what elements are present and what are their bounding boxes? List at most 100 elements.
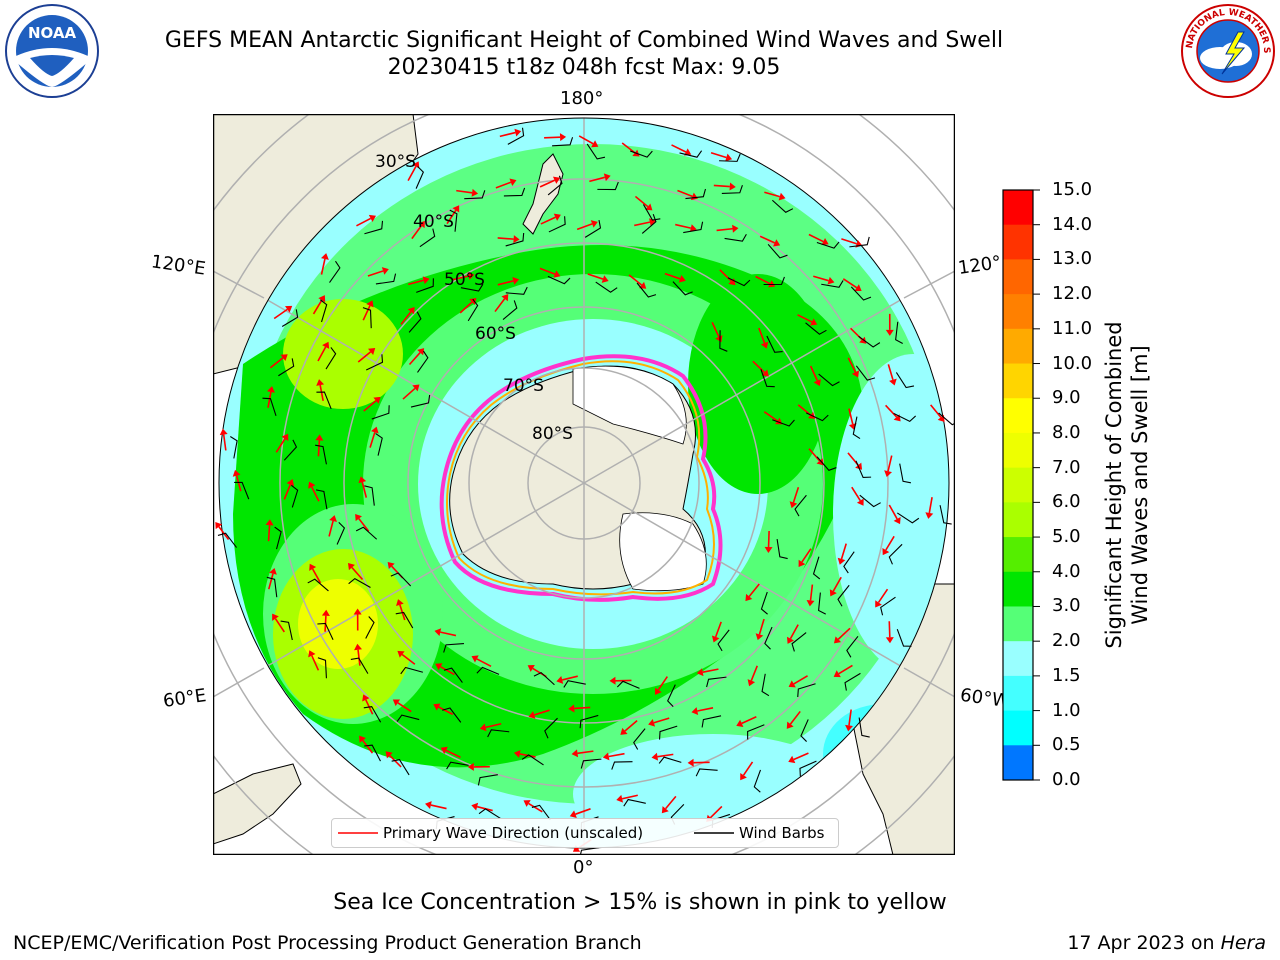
- wind-barb: [217, 532, 238, 548]
- wave-arrow-head: [893, 516, 901, 525]
- lat-label-40s: 40°S: [413, 212, 454, 232]
- wave-arrow-shaft: [797, 314, 813, 323]
- wave-arrow-head: [280, 354, 288, 362]
- wind-barb: [595, 281, 618, 293]
- colorbar-tick-label: 11.0: [1052, 317, 1093, 339]
- wave-arrow-head: [329, 515, 337, 522]
- wind-barb: [721, 185, 743, 194]
- wave-arrow-head: [353, 608, 362, 615]
- wave-arrow-shaft: [283, 484, 292, 500]
- wind-barb: [443, 642, 464, 653]
- wind-barb: [794, 494, 807, 517]
- wind-barb: [658, 756, 682, 764]
- wave-arrow-head: [829, 589, 837, 597]
- wave-arrow-head: [321, 253, 329, 260]
- wave-arrow-shaft: [235, 475, 242, 492]
- wave-arrow-head: [265, 519, 274, 526]
- wind-barb: [449, 209, 458, 232]
- wave-arrow-head: [691, 707, 699, 715]
- wind-barb: [502, 300, 518, 320]
- colorbar-segment: [1003, 641, 1033, 677]
- wave-arrow-shaft: [797, 404, 812, 416]
- wave-arrow-shaft: [759, 235, 776, 244]
- wave-arrow-head: [821, 237, 829, 246]
- wind-barb: [320, 299, 328, 323]
- ross-ice-shelf: [572, 365, 687, 445]
- wind-barb: [467, 298, 479, 322]
- wave-arrow-shaft: [476, 805, 493, 812]
- wave-arrow-shaft: [362, 739, 374, 754]
- footer-host: Hera: [1220, 932, 1266, 954]
- wave-arrow-shaft: [540, 216, 556, 225]
- wave-arrow-shaft: [793, 752, 809, 761]
- wind-barb: [800, 719, 809, 742]
- colorbar-tick-label: 1.0: [1052, 699, 1081, 721]
- wave-arrow-shaft: [764, 191, 780, 198]
- wave-arrow-head: [732, 224, 739, 233]
- africa-land: [213, 763, 302, 845]
- wind-barb: [487, 729, 510, 738]
- wave-arrow-head: [569, 810, 577, 818]
- colorbar-segment: [1003, 224, 1033, 260]
- wind-barb: [586, 143, 606, 160]
- wind-barb: [816, 456, 837, 471]
- wave-arrow-shaft: [671, 144, 687, 153]
- wind-barb: [939, 505, 952, 525]
- wind-barb: [363, 706, 382, 723]
- wave-arrow-head: [308, 650, 316, 658]
- wave-arrow-head: [882, 547, 890, 556]
- wave-arrow-head: [513, 750, 521, 758]
- wave-arrow-head: [725, 153, 733, 162]
- wind-barb-legend-line: [694, 832, 734, 834]
- wind-barb: [816, 241, 840, 249]
- wind-barb: [579, 714, 599, 729]
- weddell-ice-shelf: [619, 512, 707, 592]
- wind-barb: [695, 768, 718, 777]
- wave-arrow-head: [875, 600, 882, 608]
- wave-arrow-shaft: [848, 408, 854, 425]
- wave-arrow-head: [884, 470, 892, 478]
- wave-arrow-head: [837, 557, 846, 565]
- wave-arrow-shaft: [267, 525, 271, 542]
- wave-arrow-shaft: [714, 621, 722, 638]
- wind-barb: [547, 275, 571, 285]
- wave-arrow-shaft: [665, 795, 677, 810]
- wave-arrow-shaft: [577, 750, 594, 755]
- wind-barb: [636, 282, 657, 298]
- wind-barb: [274, 526, 282, 550]
- wave-arrow-head: [418, 220, 425, 229]
- wind-barb: [616, 680, 640, 689]
- colorbar-segment: [1003, 190, 1033, 226]
- wind-barb: [579, 847, 600, 855]
- wave-arrow-shaft: [841, 238, 857, 245]
- wind-barb: [597, 181, 619, 191]
- wave-arrow-shaft: [808, 233, 824, 243]
- noaa-logo: NOAA: [5, 4, 99, 98]
- wave-arrow-head: [661, 806, 669, 814]
- wave-arrow-shaft: [408, 352, 421, 366]
- wave-arrow-shaft: [634, 195, 649, 208]
- wave-arrow-head: [859, 336, 867, 344]
- wave-arrow-head: [355, 513, 362, 522]
- wave-arrow-shaft: [887, 455, 893, 472]
- wind-barb: [667, 684, 676, 708]
- wave-arrow-head: [471, 655, 479, 663]
- wave-arrow-head: [760, 341, 769, 349]
- wave-arrow-shaft: [848, 709, 852, 726]
- wind-barb: [365, 616, 375, 639]
- wave-arrow-shaft: [809, 365, 819, 381]
- wave-arrow-head: [347, 562, 355, 571]
- wave-arrow-head: [711, 635, 720, 643]
- wave-arrow-head: [655, 687, 662, 695]
- wave-arrow-shaft: [275, 438, 286, 453]
- wave-arrow-shaft: [711, 321, 720, 338]
- wave-arrow-shaft: [758, 327, 766, 344]
- wave-arrow-head: [845, 724, 853, 732]
- wave-arrow-shaft: [445, 749, 461, 759]
- colorbar-segment: [1003, 432, 1033, 469]
- lat-label-70s: 70°S: [503, 376, 544, 396]
- colorbar-segment: [1003, 606, 1033, 642]
- wave-arrow-head: [385, 751, 393, 759]
- wind-barb: [477, 774, 498, 786]
- wave-arrow-shaft: [320, 258, 326, 275]
